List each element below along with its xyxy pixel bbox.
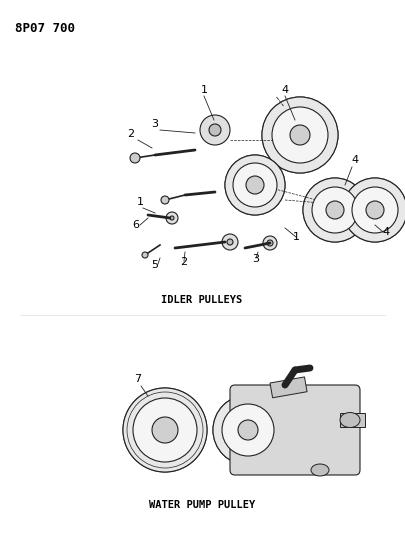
Ellipse shape	[340, 413, 360, 427]
Circle shape	[326, 201, 344, 219]
Text: 4: 4	[281, 85, 288, 95]
Circle shape	[343, 178, 405, 242]
Circle shape	[142, 252, 148, 258]
Bar	[270, 377, 307, 398]
Circle shape	[130, 153, 140, 163]
Ellipse shape	[311, 464, 329, 476]
Circle shape	[263, 236, 277, 250]
Circle shape	[213, 395, 283, 465]
Circle shape	[222, 234, 238, 250]
Text: 1: 1	[292, 232, 300, 242]
Text: 2: 2	[181, 257, 188, 267]
Text: 1: 1	[200, 85, 207, 95]
Circle shape	[267, 240, 273, 246]
Circle shape	[312, 187, 358, 233]
Circle shape	[123, 388, 207, 472]
Circle shape	[166, 212, 178, 224]
Circle shape	[238, 420, 258, 440]
Circle shape	[233, 163, 277, 207]
Circle shape	[200, 115, 230, 145]
Text: 3: 3	[252, 254, 260, 264]
Circle shape	[246, 176, 264, 194]
Circle shape	[303, 178, 367, 242]
Text: WATER PUMP PULLEY: WATER PUMP PULLEY	[149, 500, 255, 510]
Text: 2: 2	[128, 129, 134, 139]
Circle shape	[170, 216, 174, 220]
Text: 3: 3	[151, 119, 158, 129]
Text: IDLER PULLEYS: IDLER PULLEYS	[161, 295, 243, 305]
Circle shape	[352, 187, 398, 233]
Circle shape	[227, 239, 233, 245]
Text: 4: 4	[382, 227, 390, 237]
Bar	[340, 413, 365, 427]
Circle shape	[290, 125, 310, 145]
Circle shape	[133, 398, 197, 462]
Text: 7: 7	[134, 374, 142, 384]
Circle shape	[222, 404, 274, 456]
FancyBboxPatch shape	[230, 385, 360, 475]
Circle shape	[161, 196, 169, 204]
Text: 8P07 700: 8P07 700	[15, 22, 75, 35]
Circle shape	[262, 97, 338, 173]
Circle shape	[225, 155, 285, 215]
Circle shape	[366, 201, 384, 219]
Text: 6: 6	[132, 220, 139, 230]
Circle shape	[209, 124, 221, 136]
Circle shape	[272, 107, 328, 163]
Text: 5: 5	[151, 260, 158, 270]
Circle shape	[152, 417, 178, 443]
Text: 4: 4	[352, 155, 358, 165]
Text: 1: 1	[136, 197, 143, 207]
